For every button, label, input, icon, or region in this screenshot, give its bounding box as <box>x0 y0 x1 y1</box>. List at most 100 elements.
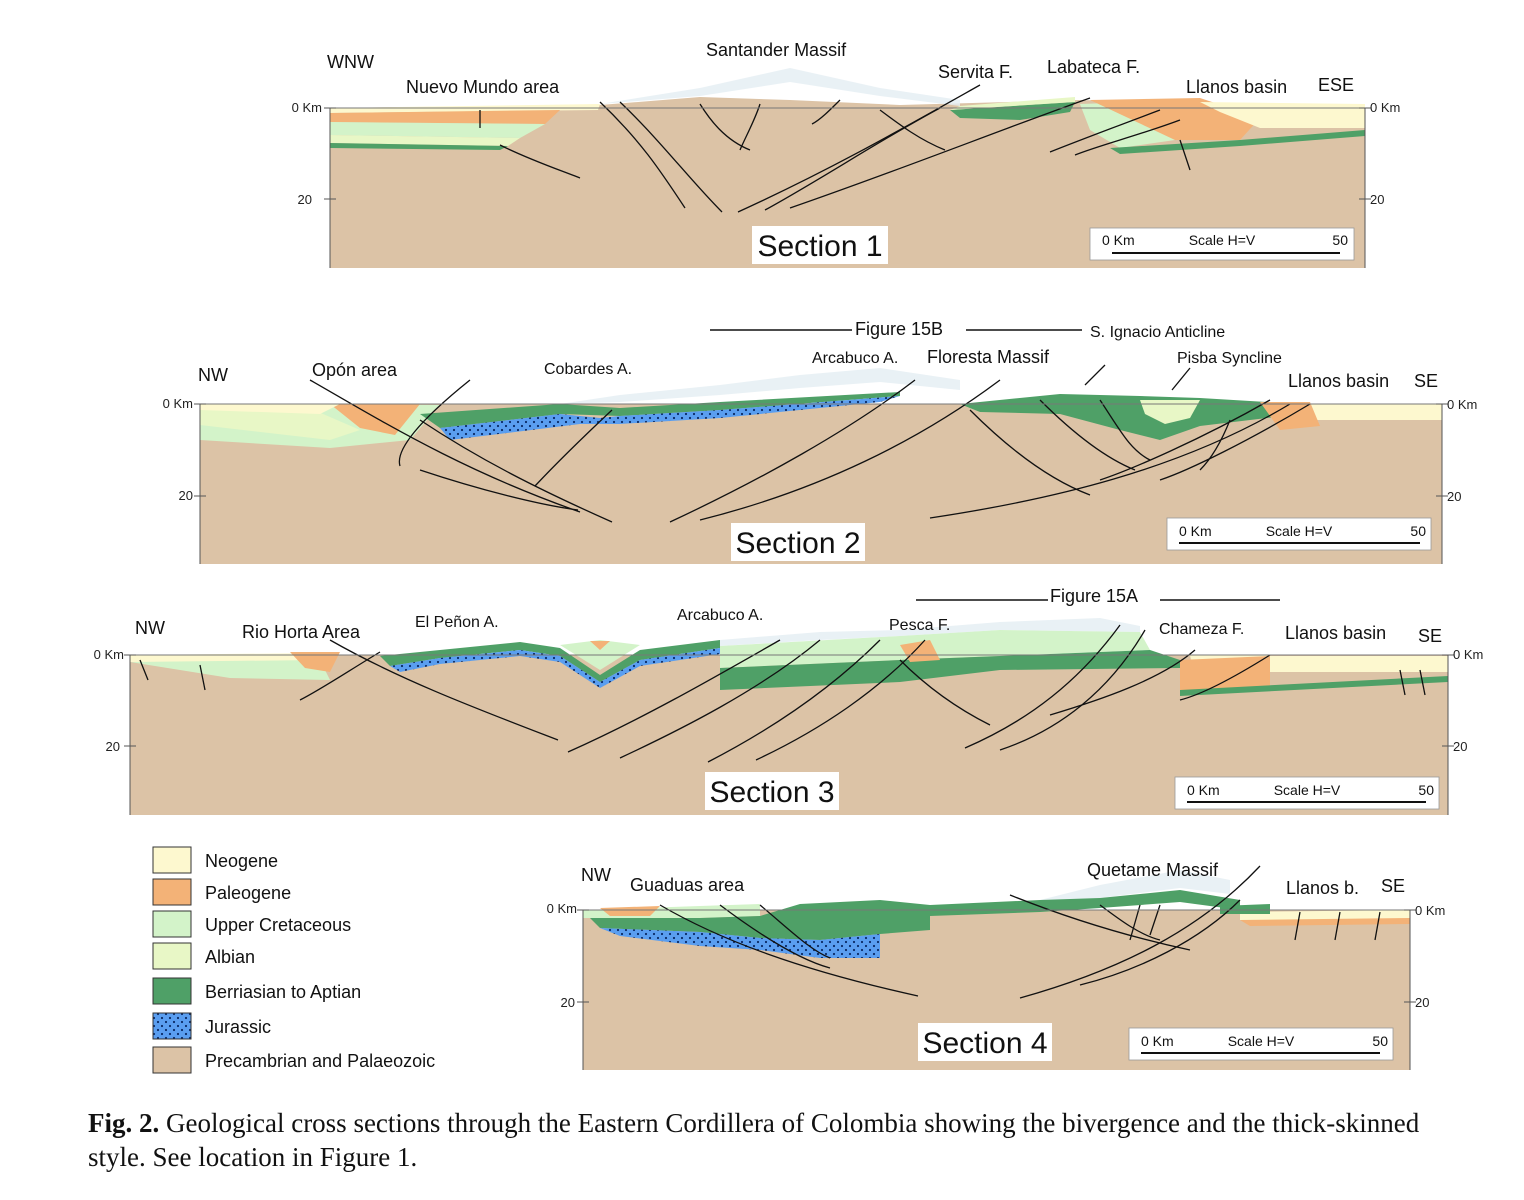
svg-text:0 Km: 0 Km <box>1187 782 1220 798</box>
section-3-depth-20-left: 20 <box>106 739 120 754</box>
svg-text:Scale H=V: Scale H=V <box>1228 1033 1295 1049</box>
section-3-depth-20-right: 20 <box>1453 739 1467 754</box>
section-3-label-llanos: Llanos basin <box>1285 623 1386 643</box>
section-3-paleogene-v <box>590 641 610 650</box>
legend-label-precambrian: Precambrian and Palaeozoic <box>205 1051 435 1071</box>
section-3-depth-0-left: 0 Km <box>94 647 124 662</box>
caption-text: Geological cross sections through the Ea… <box>88 1108 1420 1172</box>
section-3-paleogene-east <box>1180 656 1270 690</box>
section-1-title: Section 1 <box>757 230 882 263</box>
section-2-depth-0-right: 0 Km <box>1447 397 1477 412</box>
section-2-label-opon: Opón area <box>312 360 398 380</box>
legend-swatch-albian <box>152 942 192 970</box>
section-2-faults <box>309 379 1311 523</box>
section-4-direction-right: SE <box>1381 876 1405 896</box>
legend-swatch-berriasian <box>152 977 192 1005</box>
section-2-label-cobardes: Cobardes A. <box>544 361 632 378</box>
section-4-title-box <box>918 1023 1052 1061</box>
legend-label-albian: Albian <box>205 947 255 967</box>
section-2-depth-20-right: 20 <box>1447 489 1461 504</box>
legend-swatch-upper-cretaceous <box>152 910 192 938</box>
section-1-depth-20-left: 20 <box>298 192 312 207</box>
section-1-scale-bar: 0 Km Scale H=V 50 <box>1089 227 1355 261</box>
legend-label-paleogene: Paleogene <box>205 883 291 903</box>
svg-text:50: 50 <box>1332 232 1348 248</box>
section-2-label-pisba: Pisba Syncline <box>1177 350 1282 367</box>
section-3-label-pesca: Pesca F. <box>889 617 950 634</box>
section-3-depth-0-right: 0 Km <box>1453 647 1483 662</box>
section-2-neogene-west <box>200 404 340 414</box>
section-4-depth-0-left: 0 Km <box>547 901 577 916</box>
section-4-depth-20-left: 20 <box>561 995 575 1010</box>
section-3-paleogene-west <box>290 652 340 672</box>
section-1-direction-left: WNW <box>327 52 374 72</box>
section-1-paleogene-west <box>330 110 560 124</box>
section-2-basement <box>200 404 1442 564</box>
section-2-label-floresta: Floresta Massif <box>927 347 1050 367</box>
svg-text:Scale H=V: Scale H=V <box>1266 523 1333 539</box>
section-4-direction-left: NW <box>581 865 611 885</box>
legend-swatch-jurassic <box>152 1012 192 1040</box>
caption-label: Fig. 2. <box>88 1108 160 1138</box>
section-2-jurassic-mid <box>440 396 900 440</box>
svg-text:Scale H=V: Scale H=V <box>1274 782 1341 798</box>
section-4-neogene-e <box>1240 910 1410 920</box>
section-2-berriasian-mid <box>420 392 900 428</box>
section-1-title-box <box>752 226 888 264</box>
section-3-scale-bar: 0 Km Scale H=V 50 <box>1174 776 1440 810</box>
section-4-title: Section 4 <box>922 1027 1047 1060</box>
section-1-label-llanos: Llanos basin <box>1186 77 1287 97</box>
section-1-label-nuevo-mundo: Nuevo Mundo area <box>406 77 560 97</box>
section-3-basement <box>130 655 1448 815</box>
section-3-label-arcabuco: Arcabuco A. <box>677 607 763 624</box>
section-3-albian-west <box>130 660 330 680</box>
section-4-label-guaduas: Guaduas area <box>630 875 745 895</box>
legend-swatch-precambrian <box>152 1046 192 1074</box>
section-1-albian-east <box>950 97 1075 110</box>
legend-label-upper-cretaceous: Upper Cretaceous <box>205 915 351 935</box>
section-2: 0 Km 20 0 Km 20 NW SE Opón area Cobardes… <box>163 319 1477 564</box>
legend: Neogene Paleogene Upper Cretaceous Albia… <box>152 846 435 1074</box>
section-1-depth-0-right: 0 Km <box>1370 100 1400 115</box>
section-4-paleogene-w <box>600 906 660 916</box>
legend-swatch-paleogene <box>152 878 192 906</box>
section-3: 0 Km 20 0 Km 20 NW SE Rio Horta Area El … <box>94 586 1483 815</box>
section-1-direction-right: ESE <box>1318 75 1354 95</box>
section-1-depth-20-right: 20 <box>1370 192 1384 207</box>
section-2-scale-bar: 0 Km Scale H=V 50 <box>1166 517 1432 551</box>
section-3-title: Section 3 <box>709 776 834 809</box>
section-4-scale-bar: 0 Km Scale H=V 50 <box>1128 1027 1394 1061</box>
section-3-neogene-far-east <box>1270 656 1448 672</box>
section-1-albian-west <box>330 135 520 146</box>
section-3-label-figure15a: Figure 15A <box>1050 586 1138 606</box>
section-1-faults <box>479 84 1191 213</box>
section-4-faults <box>659 865 1381 999</box>
svg-text:50: 50 <box>1372 1033 1388 1049</box>
legend-label-jurassic: Jurassic <box>205 1017 271 1037</box>
section-1-berriasian-east2 <box>1110 130 1365 154</box>
section-3-uppercret-mid <box>720 630 1150 668</box>
section-1-label-labateca: Labateca F. <box>1047 57 1140 77</box>
figure-caption: Fig. 2. Geological cross sections throug… <box>88 1106 1468 1174</box>
svg-text:0 Km: 0 Km <box>1102 232 1135 248</box>
section-4-depth-20-right: 20 <box>1415 995 1429 1010</box>
section-2-title: Section 2 <box>735 527 860 560</box>
section-1-berriasian-west <box>330 143 508 150</box>
section-4: 0 Km 20 0 Km 20 NW SE Guaduas area Queta… <box>547 860 1445 1070</box>
svg-text:50: 50 <box>1418 782 1434 798</box>
section-2-depth-20-left: 20 <box>179 488 193 503</box>
section-2-label-figure15b: Figure 15B <box>855 319 943 339</box>
section-3-overburden <box>720 618 1140 646</box>
section-2-direction-right: SE <box>1414 371 1438 391</box>
section-3-direction-right: SE <box>1418 626 1442 646</box>
section-1-label-servita: Servita F. <box>938 62 1013 82</box>
section-2-label-arcabuco: Arcabuco A. <box>812 350 898 367</box>
section-4-depth-0-right: 0 Km <box>1415 903 1445 918</box>
section-2-label-llanos: Llanos basin <box>1288 371 1389 391</box>
svg-text:0 Km: 0 Km <box>1141 1033 1174 1049</box>
section-3-jurassic-w <box>390 648 720 688</box>
section-4-overburden <box>1040 870 1230 906</box>
cross-sections-figure: 0 Km 20 0 Km 20 WNW ESE Nuevo Mundo area… <box>94 40 1483 1074</box>
section-2-depth-0-left: 0 Km <box>163 396 193 411</box>
section-3-label-el-penon: El Peñon A. <box>415 614 499 631</box>
